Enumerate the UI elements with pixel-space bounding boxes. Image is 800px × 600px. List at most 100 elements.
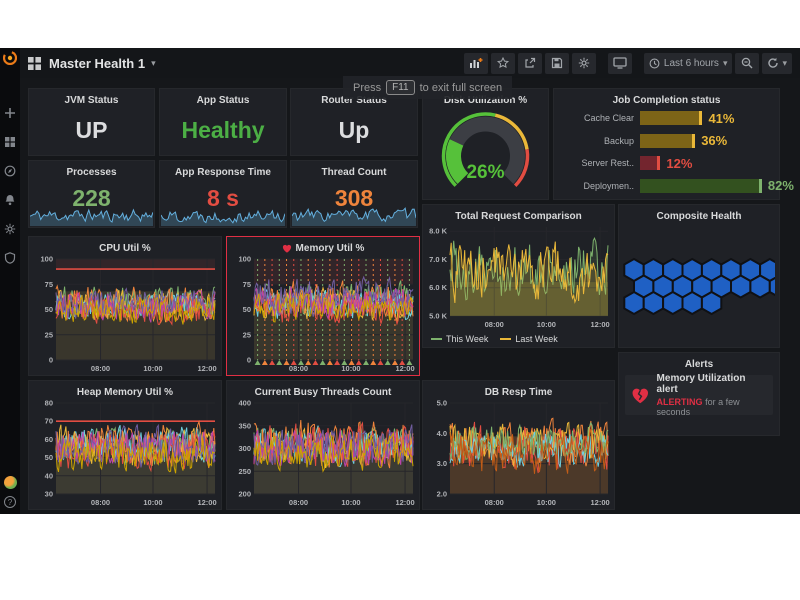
panel-title[interactable]: CPU Util % bbox=[99, 243, 151, 254]
legend-item[interactable]: Last Week bbox=[500, 334, 558, 344]
svg-text:10:00: 10:00 bbox=[537, 498, 556, 507]
panel-title[interactable]: Thread Count bbox=[321, 167, 387, 178]
disk-utilization-gauge: 26% bbox=[423, 105, 548, 199]
svg-text:4.0: 4.0 bbox=[437, 429, 447, 438]
thread-count-sparkline bbox=[292, 206, 416, 226]
svg-text:26%: 26% bbox=[466, 162, 504, 183]
thread-count-value: 308 bbox=[334, 185, 374, 211]
job-bar bbox=[640, 178, 762, 193]
processes-sparkline bbox=[30, 206, 153, 226]
job-label: Server Rest.. bbox=[581, 158, 634, 169]
svg-text:350: 350 bbox=[238, 421, 251, 430]
save-button[interactable] bbox=[544, 52, 569, 74]
svg-text:5.0: 5.0 bbox=[437, 399, 447, 408]
job-value: 82% bbox=[767, 178, 794, 194]
svg-text:12:00: 12:00 bbox=[591, 498, 610, 507]
svg-text:10:00: 10:00 bbox=[341, 498, 360, 507]
composite-health-hex-grid bbox=[623, 257, 775, 329]
panel-router-status: Router Status Up bbox=[290, 88, 418, 156]
panel-thread-count: Thread Count 308 bbox=[290, 160, 418, 228]
svg-text:80: 80 bbox=[45, 399, 53, 408]
panel-title[interactable]: Router Status bbox=[321, 95, 387, 106]
job-bar bbox=[640, 156, 661, 171]
explore-icon[interactable] bbox=[4, 165, 16, 177]
panel-title[interactable]: Current Busy Threads Count bbox=[254, 387, 392, 398]
star-button[interactable] bbox=[490, 52, 515, 74]
job-value: 12% bbox=[666, 155, 693, 171]
cpu-util-chart-plot[interactable]: 100 75 50 25 0 08:00 10:00 12:00 bbox=[31, 254, 219, 374]
svg-text:08:00: 08:00 bbox=[91, 498, 110, 507]
panel-title[interactable]: Memory Util % bbox=[227, 237, 419, 256]
svg-text:12:00: 12:00 bbox=[591, 320, 610, 329]
chart-legend: This Week Last Week bbox=[431, 334, 558, 344]
user-avatar[interactable] bbox=[3, 476, 17, 489]
panel-total-request-comparison: Total Request Comparison 8.0 K 7.0 K 6.0 K… bbox=[422, 204, 615, 348]
svg-text:08:00: 08:00 bbox=[485, 320, 504, 329]
memory-util-chart-plot[interactable]: 100 75 50 25 0 08:00 10:00 12:00 bbox=[229, 254, 417, 374]
help-icon[interactable]: ? bbox=[4, 496, 16, 508]
svg-text:10:00: 10:00 bbox=[537, 320, 556, 329]
svg-text:0: 0 bbox=[247, 356, 251, 365]
legend-item[interactable]: This Week bbox=[431, 334, 488, 344]
svg-text:10:00: 10:00 bbox=[341, 364, 360, 373]
panel-title[interactable]: Heap Memory Util % bbox=[76, 387, 174, 398]
db-resp-chart-plot[interactable]: 5.0 4.0 3.0 2.0 08:00 10:00 12:00 bbox=[425, 398, 612, 508]
refresh-button[interactable]: ▾ bbox=[762, 52, 792, 74]
svg-text:75: 75 bbox=[45, 280, 53, 289]
busy-threads-chart-plot[interactable]: 400 350 300 250 200 08:00 10:00 12:00 bbox=[229, 398, 417, 508]
panel-title[interactable]: Alerts bbox=[684, 359, 714, 370]
panel-title[interactable]: DB Resp Time bbox=[484, 387, 553, 398]
configuration-gear-icon[interactable] bbox=[4, 223, 16, 235]
dashboard-title[interactable]: Master Health 1 bbox=[49, 55, 146, 71]
panel-title[interactable]: App Status bbox=[196, 95, 250, 106]
panel-alerts: Alerts Memory Utilization alert ALERTING… bbox=[618, 352, 780, 436]
apps-grid-icon[interactable] bbox=[28, 56, 41, 70]
heap-memory-chart-plot[interactable]: 80 70 60 50 40 30 08:00 10:00 12:00 bbox=[31, 398, 219, 508]
panel-title[interactable]: Disk Utilization % bbox=[443, 95, 528, 106]
total-request-chart-plot[interactable]: 8.0 K 7.0 K 6.0 K 5.0 K 08:00 10:00 12:00 bbox=[425, 222, 612, 329]
server-admin-shield-icon[interactable] bbox=[4, 252, 16, 264]
svg-text:08:00: 08:00 bbox=[91, 364, 110, 373]
cycle-view-monitor-button[interactable] bbox=[607, 52, 632, 74]
zoom-out-button[interactable] bbox=[735, 52, 760, 74]
dashboards-icon[interactable] bbox=[4, 136, 16, 148]
alerting-bell-icon[interactable] bbox=[4, 194, 16, 206]
alert-heart-icon bbox=[282, 244, 291, 253]
panel-title[interactable]: Composite Health bbox=[656, 211, 742, 222]
svg-text:30: 30 bbox=[45, 490, 53, 499]
job-completion-rows: Cache Clear 41% Backup 36% Server Rest..… bbox=[562, 109, 793, 195]
svg-text:100: 100 bbox=[40, 255, 53, 264]
panel-title[interactable]: JVM Status bbox=[64, 95, 119, 106]
processes-value: 228 bbox=[72, 185, 111, 211]
share-button[interactable] bbox=[517, 52, 542, 74]
svg-text:60: 60 bbox=[45, 435, 53, 444]
svg-text:100: 100 bbox=[238, 255, 251, 264]
panel-jvm-status: JVM Status UP bbox=[28, 88, 155, 156]
panel-title[interactable]: Job Completion status bbox=[612, 95, 721, 106]
panel-db-resp-time: DB Resp Time 5.0 4.0 3.0 2.0 08:00 10:00 12:00 bbox=[422, 380, 615, 510]
svg-text:300: 300 bbox=[238, 444, 251, 453]
clock-icon bbox=[649, 58, 660, 68]
panel-disk-utilization: Disk Utilization % 26% bbox=[422, 88, 549, 200]
panel-cpu-util: CPU Util % 100 75 50 25 0 08:00 10:00 12:00 bbox=[28, 236, 222, 376]
panel-title[interactable]: Total Request Comparison bbox=[455, 211, 582, 222]
panel-title[interactable]: Processes bbox=[66, 167, 117, 178]
dashboard-title-caret-icon[interactable]: ▾ bbox=[151, 57, 156, 68]
job-label: Cache Clear bbox=[583, 113, 634, 123]
panel-title[interactable]: App Response Time bbox=[175, 167, 271, 178]
svg-text:6.0 K: 6.0 K bbox=[429, 283, 448, 292]
panel-busy-threads: Current Busy Threads Count 400 350 300 250 2… bbox=[226, 380, 420, 510]
add-icon[interactable] bbox=[4, 107, 16, 119]
refresh-caret-icon: ▾ bbox=[782, 57, 787, 68]
panel-composite-health: Composite Health bbox=[618, 204, 780, 348]
f11-key: F11 bbox=[386, 80, 415, 95]
grafana-logo-icon[interactable] bbox=[3, 51, 17, 65]
add-panel-button[interactable] bbox=[463, 52, 488, 74]
job-row: Server Rest.. 12% bbox=[562, 154, 771, 172]
alert-list-item[interactable]: Memory Utilization alert ALERTING for a … bbox=[625, 373, 773, 417]
dashboard-settings-button[interactable] bbox=[571, 52, 596, 74]
svg-text:12:00: 12:00 bbox=[197, 364, 216, 373]
svg-text:70: 70 bbox=[45, 417, 53, 426]
time-range-picker[interactable]: Last 6 hours ▾ bbox=[643, 52, 733, 74]
svg-text:5.0 K: 5.0 K bbox=[429, 312, 448, 321]
